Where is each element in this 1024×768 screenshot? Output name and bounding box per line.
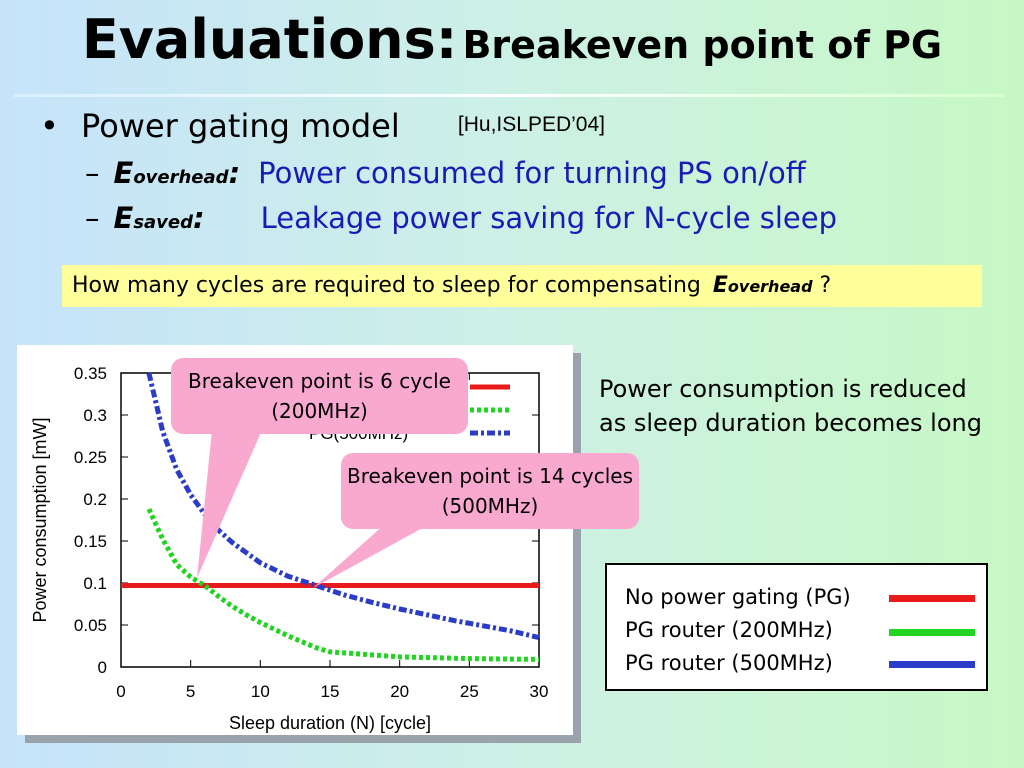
- bullet-reference: [Hu,ISLPED’04]: [457, 113, 605, 136]
- callout-tail-2: [313, 525, 428, 588]
- y-tick-label: 0.05: [74, 616, 107, 635]
- callout-breakeven-500mhz: Breakeven point is 14 cycles (500MHz): [341, 453, 639, 529]
- legend-label-500mhz: PG router (500MHz): [625, 651, 833, 675]
- y-tick-label: 0: [98, 658, 107, 677]
- symbol-subscript: overhead: [133, 167, 229, 188]
- bullet-power-gating-model: • Power gating model [Hu,ISLPED’04]: [40, 107, 605, 145]
- y-tick-label: 0.3: [83, 406, 107, 425]
- callout-text: Breakeven point is 6 cycle (200MHz): [188, 369, 451, 423]
- x-tick-label: 20: [390, 682, 409, 701]
- y-tick-label: 0.1: [83, 574, 107, 593]
- x-tick-label: 25: [460, 682, 479, 701]
- dash-icon: –: [85, 201, 100, 235]
- dash-icon: –: [85, 156, 100, 190]
- legend-swatch-200mhz: [889, 629, 975, 636]
- symbol-subscript: saved: [133, 212, 193, 233]
- note-text: Power consumption is reduced as sleep du…: [599, 372, 982, 440]
- power-chart: 0 5 10 15 20 25 30 0 0.05 0.1 0.15 0.2 0.25 0.3 0.35 P…: [30, 364, 549, 733]
- legend-box: No power gating (PG) PG router (200MHz) …: [605, 563, 988, 691]
- series-line-1: [146, 508, 540, 662]
- legend-label-200mhz: PG router (200MHz): [625, 618, 833, 642]
- question-box: How many cycles are required to sleep fo…: [62, 265, 982, 307]
- question-symbol: E: [712, 273, 728, 298]
- question-mark: ?: [819, 273, 832, 298]
- question-subscript: overhead: [727, 277, 813, 296]
- symbol-e: E: [113, 156, 134, 190]
- x-tick-label: 15: [321, 682, 340, 701]
- legend-swatch-500mhz: [889, 661, 975, 668]
- title-main: Evaluations:: [81, 8, 458, 71]
- callout-breakeven-200mhz: Breakeven point is 6 cycle (200MHz): [171, 358, 468, 434]
- slide-title: Evaluations: Breakeven point of PG: [0, 8, 1024, 71]
- legend-label-nopg: No power gating (PG): [625, 585, 851, 609]
- bullet-dot-icon: •: [40, 107, 59, 145]
- sub-item-overhead: – Eoverhead: Power consumed for turning PS…: [85, 156, 806, 190]
- sub-item-text: Power consumed for turning PS on/off: [258, 156, 806, 190]
- x-tick-label: 0: [116, 682, 125, 701]
- title-divider: [14, 94, 1004, 97]
- callout-text: Breakeven point is 14 cycles (500MHz): [346, 464, 634, 518]
- x-axis-label: Sleep duration (N) [cycle]: [229, 713, 431, 733]
- x-tick-label: 30: [530, 682, 549, 701]
- title-sub: Breakeven point of PG: [462, 23, 943, 67]
- note-line-2: as sleep duration becomes long: [599, 409, 982, 437]
- y-tick-label: 0.2: [83, 490, 107, 509]
- y-tick-label: 0.15: [74, 532, 107, 551]
- bullet-text: Power gating model: [81, 107, 400, 145]
- y-axis-label: Power consumption [mW]: [30, 417, 50, 622]
- sub-item-saved: – Esaved: Leakage power saving for N-cycle…: [85, 201, 837, 235]
- callout-tail-1: [197, 430, 262, 578]
- sub-item-text: Leakage power saving for N-cycle sleep: [260, 201, 838, 235]
- y-tick-label: 0.35: [74, 364, 107, 383]
- legend-swatch-nopg: [889, 595, 975, 602]
- symbol-e: E: [113, 201, 134, 235]
- symbol-colon: :: [228, 156, 241, 190]
- symbol-colon: :: [193, 201, 205, 235]
- x-tick-label: 5: [186, 682, 195, 701]
- y-tick-label: 0.25: [74, 448, 107, 467]
- series-line-2: [146, 372, 540, 641]
- x-tick-label: 10: [251, 682, 270, 701]
- question-text: How many cycles are required to sleep fo…: [72, 273, 701, 298]
- note-line-1: Power consumption is reduced: [599, 375, 967, 403]
